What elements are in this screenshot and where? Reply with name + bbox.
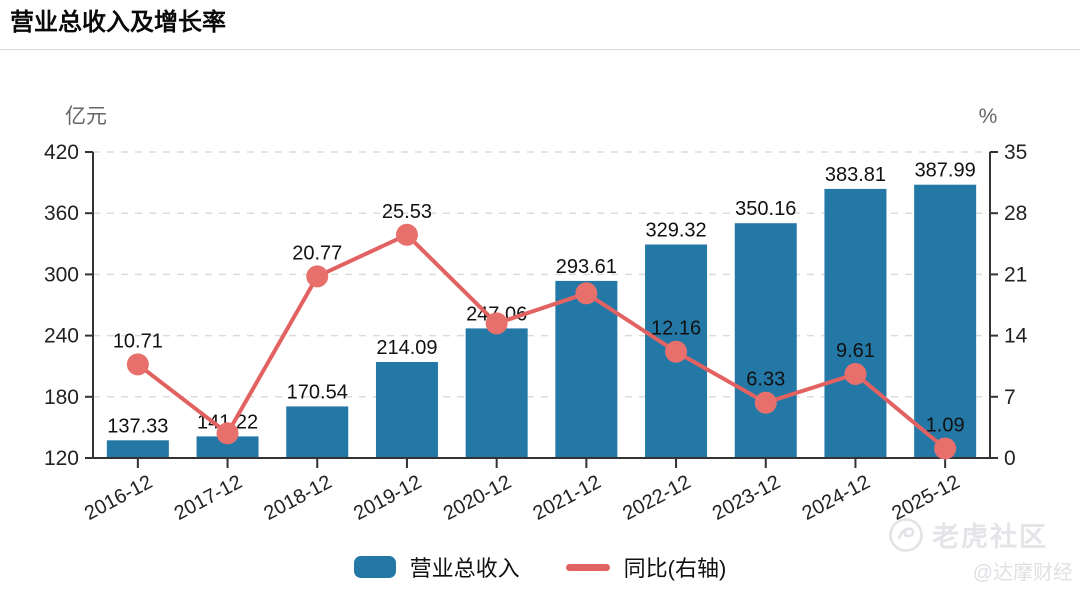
- left-axis-tick-label: 300: [44, 263, 79, 286]
- yoy-point-2020-12[interactable]: [485, 312, 508, 335]
- right-axis-tick-label: 21: [1004, 263, 1027, 286]
- left-axis-unit: 亿元: [65, 105, 107, 128]
- right-axis-tick-label: 7: [1004, 386, 1016, 409]
- yoy-value-label: 9.61: [836, 340, 875, 362]
- right-axis-tick-label: 0: [1004, 447, 1016, 470]
- bar-2023-12[interactable]: [734, 223, 797, 458]
- bar-value-label: 170.54: [287, 381, 348, 403]
- legend-label-revenue: 营业总收入: [409, 556, 520, 581]
- left-axis-tick-label: 120: [44, 447, 79, 470]
- left-axis-tick-label: 240: [44, 325, 79, 348]
- bar-2016-12[interactable]: [106, 440, 169, 458]
- x-axis-label-2023-12: 2023-12: [709, 471, 784, 525]
- right-axis-unit: %: [979, 105, 998, 128]
- yoy-point-2023-12[interactable]: [754, 391, 777, 414]
- bar-2019-12[interactable]: [375, 362, 438, 458]
- x-axis-label-2018-12: 2018-12: [260, 471, 335, 525]
- watermark: 老虎社区 @达摩财经: [888, 515, 1073, 585]
- yoy-point-2019-12[interactable]: [395, 223, 418, 246]
- x-axis-label-2022-12: 2022-12: [619, 471, 694, 525]
- yoy-value-label: 25.53: [382, 201, 432, 223]
- yoy-value-label: 6.33: [746, 369, 785, 391]
- right-axis-tick-label: 28: [1004, 202, 1027, 225]
- x-axis-label-2024-12: 2024-12: [799, 471, 874, 525]
- yoy-point-2021-12[interactable]: [575, 282, 598, 305]
- bar-value-label: 383.81: [825, 164, 886, 186]
- bar-value-label: 329.32: [645, 219, 706, 241]
- legend-item-yoy[interactable]: 同比(右轴): [565, 551, 727, 583]
- bar-value-label: 293.61: [556, 256, 617, 278]
- axis-lines: [85, 151, 998, 468]
- yoy-point-2025-12[interactable]: [934, 437, 957, 460]
- x-axis-label-2016-12: 2016-12: [81, 471, 156, 525]
- tiger-logo-icon: [889, 517, 923, 552]
- bar-value-label: 214.09: [376, 337, 437, 359]
- x-axis-label-2021-12: 2021-12: [530, 471, 605, 525]
- x-axis-label-2020-12: 2020-12: [440, 471, 515, 525]
- yoy-point-2018-12[interactable]: [306, 265, 329, 288]
- yoy-line: [135, 232, 948, 451]
- yoy-point-2017-12[interactable]: [216, 422, 239, 445]
- yoy-value-label: 12.16: [651, 318, 701, 340]
- bar-2018-12[interactable]: [286, 406, 349, 458]
- left-axis-tick-label: 420: [44, 141, 79, 164]
- x-axis-label-2017-12: 2017-12: [171, 471, 246, 525]
- yoy-point-2022-12[interactable]: [665, 340, 688, 363]
- yoy-value-label: 20.77: [292, 242, 342, 264]
- bar-2025-12[interactable]: [914, 184, 977, 458]
- bar-value-label: 350.16: [735, 198, 796, 220]
- x-axis-label-2019-12: 2019-12: [350, 471, 425, 525]
- page-title: 营业总收入及增长率: [10, 9, 226, 36]
- left-axis-tick-label: 180: [44, 386, 79, 409]
- watermark-account: @达摩财经: [972, 562, 1073, 584]
- bar-2017-12[interactable]: [196, 436, 259, 458]
- bar-value-label: 137.33: [107, 415, 168, 437]
- yoy-value-label: 1.09: [926, 414, 965, 436]
- yoy-point-2016-12[interactable]: [126, 353, 149, 376]
- bar-2020-12[interactable]: [465, 328, 528, 458]
- bar-value-label: 387.99: [915, 160, 976, 182]
- left-axis-tick-label: 360: [44, 202, 79, 225]
- legend-item-revenue[interactable]: 营业总收入: [353, 551, 520, 583]
- legend-label-yoy: 同比(右轴): [623, 556, 727, 581]
- bar-2021-12[interactable]: [555, 280, 618, 458]
- bar-swatch-icon: [353, 556, 396, 578]
- watermark-community-name: 老虎社区: [932, 522, 1048, 552]
- yoy-point-2024-12[interactable]: [844, 363, 867, 385]
- right-axis-tick-label: 35: [1004, 141, 1027, 164]
- line-swatch-icon: [565, 563, 610, 571]
- chart-header: 营业总收入及增长率: [0, 0, 1080, 50]
- chart-legend: 营业总收入 同比(右轴): [0, 551, 1080, 583]
- yoy-value-label: 10.71: [113, 330, 163, 352]
- right-axis-tick-label: 14: [1004, 325, 1028, 348]
- bar-2024-12[interactable]: [824, 188, 887, 458]
